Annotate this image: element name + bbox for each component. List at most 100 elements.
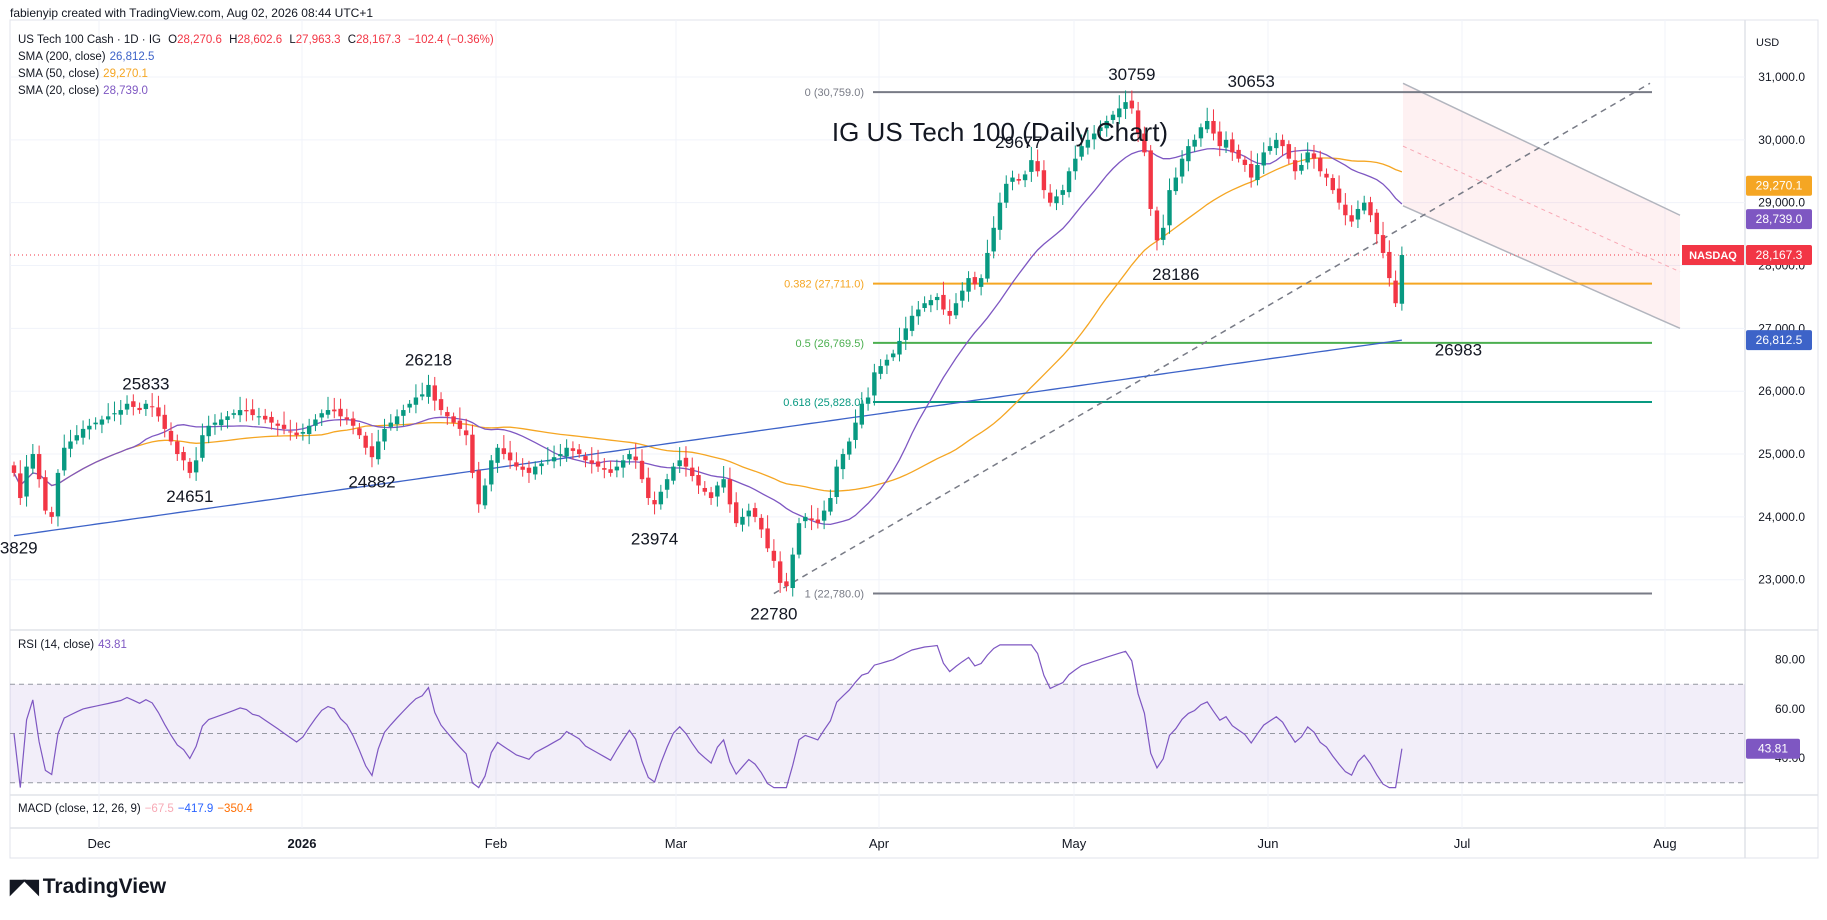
price-annotation: 28186 [1152,265,1199,284]
macd-legend[interactable]: MACD (close, 12, 26, 9) −67.5 −417.9 −350.4 [18,803,253,815]
rsi-legend[interactable]: RSI (14, close) 43.81 [18,639,127,651]
candle-body [137,407,142,411]
moving-averages [13,147,1403,537]
candle-body [1085,139,1091,148]
candle-body [1336,188,1342,203]
candle-body [897,340,902,355]
candle-body [1311,153,1317,159]
sma50-legend[interactable]: SMA (50, close) 29,270.1 [18,68,148,80]
candle-body [1255,164,1260,181]
price-badge-bg [1746,209,1812,230]
candle-body [1073,158,1078,172]
candle-body [1286,144,1292,159]
candle-body [250,409,255,416]
candle-body [1292,160,1298,172]
candle-body [947,311,952,316]
candle-body [1318,157,1323,172]
candle-body [237,410,243,416]
sma200-legend[interactable]: SMA (200, close) 26,812.5 [18,51,154,63]
candle-body [36,454,42,480]
candle-body [162,414,167,429]
price-annotation: 24651 [166,487,213,506]
x-tick-label: Apr [869,836,890,851]
candle-body [671,466,676,481]
candle-body [369,446,375,458]
candle-body [1129,100,1135,109]
candle-body [68,441,73,449]
candle-body [539,463,544,467]
candle-body [1123,102,1128,109]
candle-body [24,466,29,497]
y-tick-label: 29,000.0 [1758,196,1805,210]
candle-body [577,449,582,455]
candle-body [934,296,940,301]
candle-body [727,479,733,505]
trend-dashed-line [773,82,1651,595]
high-label: H [229,34,238,46]
candle-body [903,328,908,340]
candle-body [1179,158,1185,177]
candle-body [809,518,814,521]
price-badge-value: 26,812.5 [1756,333,1803,347]
candle-body [583,456,588,461]
candle-body [1380,235,1386,253]
candle-body [350,418,356,426]
tradingview-logo[interactable]: ◤◥ TradingView [10,874,166,899]
candle-body [941,294,946,310]
sma20-legend[interactable]: SMA (20, close) 28,739.0 [18,85,148,97]
candle-body [966,278,971,292]
candle-body [533,466,538,475]
candle-body [1148,150,1153,209]
candle-body [106,416,111,420]
candle-body [131,401,136,407]
x-tick-label: Feb [485,836,507,851]
fib-level-label: 0.5 (26,769.5) [796,338,865,350]
currency-label[interactable]: USD [1756,37,1780,49]
candle-body [620,460,626,468]
price-badge-value: 28,739.0 [1756,212,1803,226]
candle-body [231,413,236,415]
candle-body [1186,146,1191,162]
x-axis: Dec 2026 Feb Mar Apr May Jun Jul Aug [87,836,1676,851]
candle-body [1060,190,1065,195]
candle-body [922,303,927,308]
candle-body [263,415,268,420]
candle-body [520,466,525,470]
channel-mid-line [1402,145,1681,273]
candle-body [928,300,934,306]
candle-body [281,424,287,429]
change-value: −102.4 (−0.36%) [408,34,494,46]
candle-body [344,417,350,420]
candle-body [909,315,915,331]
candle-body [256,416,262,418]
candle-body [514,462,519,467]
candle-body [30,454,36,469]
channel-fill [1403,83,1680,329]
rsi-badge-bg [1746,738,1800,759]
price-badge-bg [1746,330,1812,351]
candle-body [1217,131,1222,147]
candle-body [677,460,682,467]
candle-body [1192,139,1197,147]
candle-body [99,419,105,425]
x-tick-label: Aug [1653,836,1676,851]
candle-body [589,460,594,464]
candle-body [1161,227,1166,240]
y-tick-label: 24,000.0 [1758,510,1805,524]
candle-body [1236,149,1241,159]
price-annotation: 26218 [405,351,452,370]
candle-body [1324,173,1329,178]
candle-body [608,469,613,473]
price-badge-value: 28,167.3 [1756,248,1803,262]
candle-body [784,581,789,587]
price-annotation: 30759 [1108,65,1155,84]
rsi-tick-label: 60.00 [1775,702,1805,716]
candle-body [507,452,513,461]
symbol-legend[interactable]: US Tech 100 Cash · 1D · IG O28,270.6 H28… [18,34,494,46]
candle-body [633,456,638,461]
candle-body [690,467,695,477]
candle-body [294,432,299,436]
chart-frame [9,19,1819,859]
candle-body [1330,178,1335,191]
